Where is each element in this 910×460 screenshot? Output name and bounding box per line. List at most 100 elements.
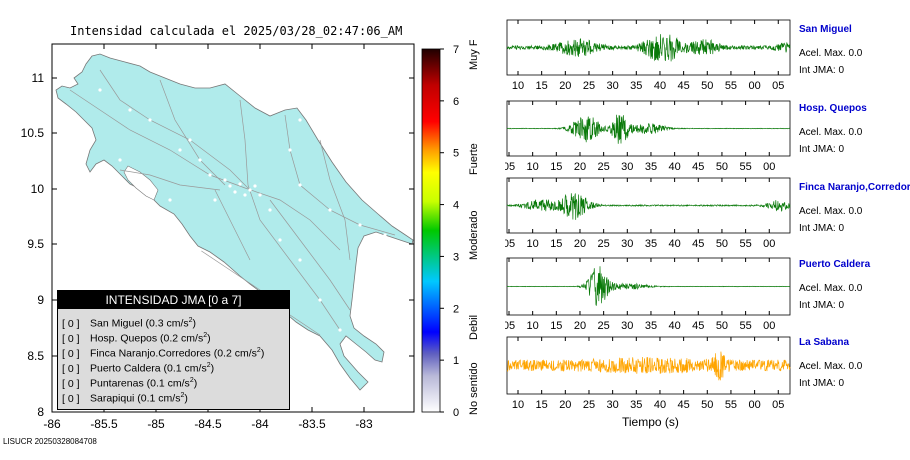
waveform-tick-label: 00 — [763, 161, 775, 173]
colorbar: 7 6 5 4 3 2 1 0 Muy Fuerte Fuerte Moderado Debil No… — [421, 40, 480, 419]
legend-accel: (0.2 cm/s — [160, 332, 204, 345]
legend-station: Hosp. Quepos — [90, 332, 161, 345]
colorbar-tick-label: 2 — [453, 303, 459, 315]
legend-station: Puntarenas — [90, 377, 147, 390]
map-y-tick-label: 10.5 — [21, 126, 45, 140]
station-accel: Acel. Max. 0.0 — [799, 361, 863, 372]
station-name: Hosp. Quepos — [799, 103, 867, 114]
colorbar-category-label: Muy Fuerte — [468, 40, 480, 70]
waveform-tick-label: 05 — [772, 80, 784, 92]
map-x-tick-label: -85.5 — [90, 417, 118, 431]
waveform-tick-label: 35 — [645, 320, 657, 332]
colorbar-tick-label: 6 — [453, 96, 459, 108]
x-axis-label: Tiempo (s) — [622, 415, 679, 429]
waveform-tick-label: 55 — [739, 320, 751, 332]
legend-station: Sarapiqui — [90, 392, 138, 405]
legend-row: [ 0 ] Puntarenas (0.1 cm/s2) — [58, 373, 289, 390]
colorbar-category-label: Debil — [468, 315, 480, 340]
colorbar-tick-label: 1 — [453, 355, 459, 367]
legend-accel-close: ) — [260, 347, 265, 360]
colorbar-gradient — [421, 48, 441, 413]
waveform-panel: 05 10 15 20 25 30 35 40 45 50 55 00 — [505, 257, 791, 332]
legend-intensity: [ 0 ] — [62, 332, 80, 345]
legend-accel-close: ) — [193, 377, 198, 390]
intensity-legend: INTENSIDAD JMA [0 a 7] [ 0 ] San Miguel (… — [57, 290, 290, 410]
legend-accel-close: ) — [192, 317, 197, 330]
legend-accel: (0.1 cm/s — [146, 377, 190, 390]
legend-station: Finca Naranjo.Corredores — [90, 347, 214, 360]
waveform-tick-label: 45 — [677, 399, 689, 411]
waveform-tick-label: 30 — [621, 238, 633, 250]
waveform-tick-label: 40 — [668, 320, 680, 332]
map-x-tick-label: -86 — [43, 417, 61, 431]
waveform-tick-label: 35 — [645, 161, 657, 173]
waveform-trace — [507, 266, 791, 306]
map-y-tick-label: 8 — [37, 405, 44, 419]
legend-accel-close: ) — [210, 362, 215, 375]
waveform-panel: 05 10 15 20 25 30 35 40 45 50 55 00 — [505, 177, 791, 250]
colorbar-category-label: No sentido — [468, 362, 480, 415]
map-y-tick-label: 10 — [31, 182, 45, 196]
map-x-tick-label: -83.5 — [298, 417, 326, 431]
waveform-tick-label: 10 — [512, 80, 524, 92]
waveform-tick-label: 10 — [527, 320, 539, 332]
legend-accel: (0.2 cm/s — [213, 347, 257, 360]
map-x-tick-label: -83 — [355, 417, 373, 431]
waveform-tick-label: 25 — [598, 320, 610, 332]
waveform-tick-label: 50 — [716, 320, 728, 332]
colorbar-tick-label: 5 — [453, 148, 459, 160]
waveform-tick-label: 25 — [583, 80, 595, 92]
legend-accel: (0.1 cm/s — [163, 362, 207, 375]
station-accel: Acel. Max. 0.0 — [799, 48, 863, 59]
station-jma: Int JMA: 0 — [799, 300, 845, 311]
legend-intensity: [ 0 ] — [62, 347, 80, 360]
waveform-panel: 10 15 20 25 30 35 40 45 50 55 00 05 — [506, 336, 791, 411]
waveform-tick-label: 05 — [772, 399, 784, 411]
station-jma: Int JMA: 0 — [799, 65, 845, 76]
station-accel: Acel. Max. 0.0 — [799, 206, 863, 217]
waveform-tick-label: 00 — [748, 80, 760, 92]
station-name: La Sabana — [799, 337, 850, 348]
station-jma: Int JMA: 0 — [799, 144, 845, 155]
legend-accel: (0.1 cm/s — [137, 392, 181, 405]
nicoya-gulf — [123, 165, 159, 201]
legend-row: [ 0 ] San Miguel (0.3 cm/s2) — [58, 313, 289, 330]
waveform-tick-label: 00 — [748, 399, 760, 411]
map-y-ticks: 11 10.5 10 9.5 9 8.5 8 — [21, 71, 414, 419]
waveform-tick-label: 10 — [527, 238, 539, 250]
waveform-tick-label: 25 — [583, 399, 595, 411]
waveform-tick-label: 55 — [739, 238, 751, 250]
legend-station: Puerto Caldera — [90, 362, 164, 375]
waveform-tick-label: 55 — [725, 399, 737, 411]
waveform-tick-label: 50 — [701, 80, 713, 92]
waveform-tick-label: 40 — [654, 80, 666, 92]
map-x-tick-label: -85 — [147, 417, 165, 431]
waveform-tick-label: 30 — [621, 161, 633, 173]
station-accel: Acel. Max. 0.0 — [799, 283, 863, 294]
waveform-tick-label: 15 — [550, 320, 562, 332]
legend-row: [ 0 ] Hosp. Quepos (0.2 cm/s2) — [58, 328, 289, 345]
waveform-trace — [506, 34, 791, 62]
waveform-trace — [506, 351, 791, 381]
map-y-tick-label: 8.5 — [27, 349, 44, 363]
map-y-tick-label: 9 — [37, 293, 44, 307]
waveform-trace — [506, 193, 791, 220]
waveform-tick-label: 00 — [763, 238, 775, 250]
station-name: Finca Naranjo,Corredores — [799, 182, 910, 193]
waveform-trace — [507, 114, 791, 144]
waveform-tick-label: 05 — [505, 238, 515, 250]
map-x-ticks: -86 -85.5 -85 -84.5 -84 -83.5 -83 — [43, 44, 373, 431]
waveform-tick-label: 20 — [559, 80, 571, 92]
legend-row: [ 0 ] Puerto Caldera (0.1 cm/s2) — [58, 358, 289, 375]
waveform-tick-label: 30 — [607, 80, 619, 92]
waveform-tick-label: 40 — [668, 238, 680, 250]
legend-station: San Miguel — [90, 317, 146, 330]
waveform-tick-label: 40 — [668, 161, 680, 173]
waveform-tick-label: 40 — [654, 399, 666, 411]
town-markers — [98, 88, 387, 332]
waveform-tick-label: 45 — [692, 161, 704, 173]
legend-title: INTENSIDAD JMA [0 a 7] — [58, 291, 289, 309]
waveform-tick-label: 50 — [716, 161, 728, 173]
legend-intensity: [ 0 ] — [62, 362, 80, 375]
waveform-tick-label: 25 — [598, 238, 610, 250]
